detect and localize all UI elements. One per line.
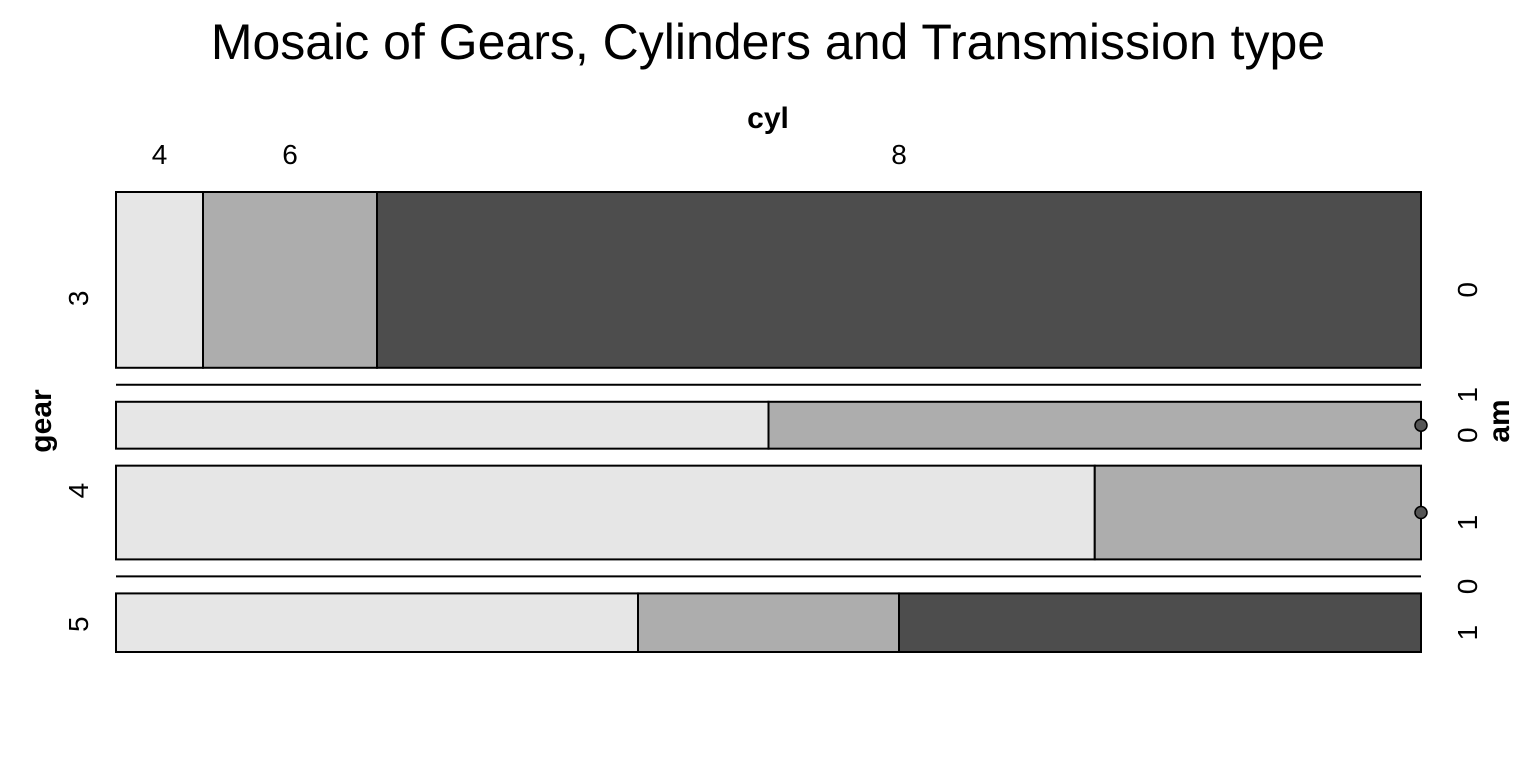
gear-tick-label: 4 (63, 483, 94, 499)
am-tick-label: 0 (1452, 427, 1483, 443)
am-tick-label: 1 (1452, 387, 1483, 403)
mosaic-tile (115, 464, 1096, 561)
gear-tick-label: 5 (63, 616, 94, 632)
empty-cell-marker (1414, 418, 1428, 432)
mosaic-tile (637, 592, 900, 653)
am-tick-label: 1 (1452, 625, 1483, 641)
y-axis-title: gear (25, 389, 58, 453)
mosaic-tile (115, 592, 639, 653)
chart-title: Mosaic of Gears, Cylinders and Transmiss… (211, 14, 1325, 70)
cyl-tick-label: 4 (152, 139, 168, 170)
cyl-tick-label: 8 (891, 139, 907, 170)
am-tick-label: 0 (1452, 579, 1483, 595)
gear-tick-label: 3 (63, 291, 94, 307)
mosaic-tile (376, 191, 1422, 369)
mosaic-tiles: 0 1 3 0 1 4 0 1 5 4 6 8 (63, 139, 1483, 653)
mosaic-tile (115, 400, 770, 450)
am-tick-label: 1 (1452, 515, 1483, 531)
empty-cell-marker (1414, 505, 1428, 520)
mosaic-tile (202, 191, 378, 369)
cyl-tick-label: 6 (282, 139, 298, 170)
mosaic-tile (767, 400, 1422, 450)
x-axis-title: cyl (747, 102, 789, 135)
mosaic-tile (115, 191, 204, 369)
am-tick-label: 0 (1452, 282, 1483, 298)
z-axis-title: am (1483, 399, 1516, 442)
mosaic-tile (1093, 464, 1422, 561)
mosaic-tile (898, 592, 1422, 653)
